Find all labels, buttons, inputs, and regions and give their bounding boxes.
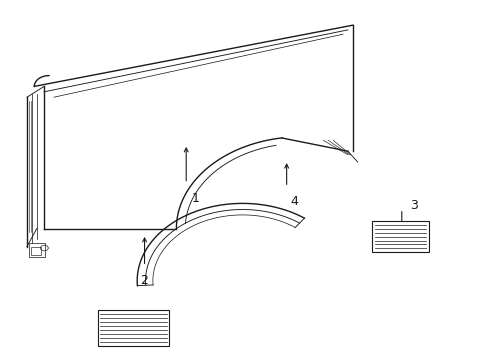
Bar [31,247,41,255]
Text: 3: 3 [410,199,418,212]
Bar [29,243,45,257]
Bar [372,221,429,252]
Text: 2: 2 [141,274,148,287]
Text: 1: 1 [192,192,200,204]
Text: 4: 4 [290,195,298,208]
Bar [98,310,169,346]
